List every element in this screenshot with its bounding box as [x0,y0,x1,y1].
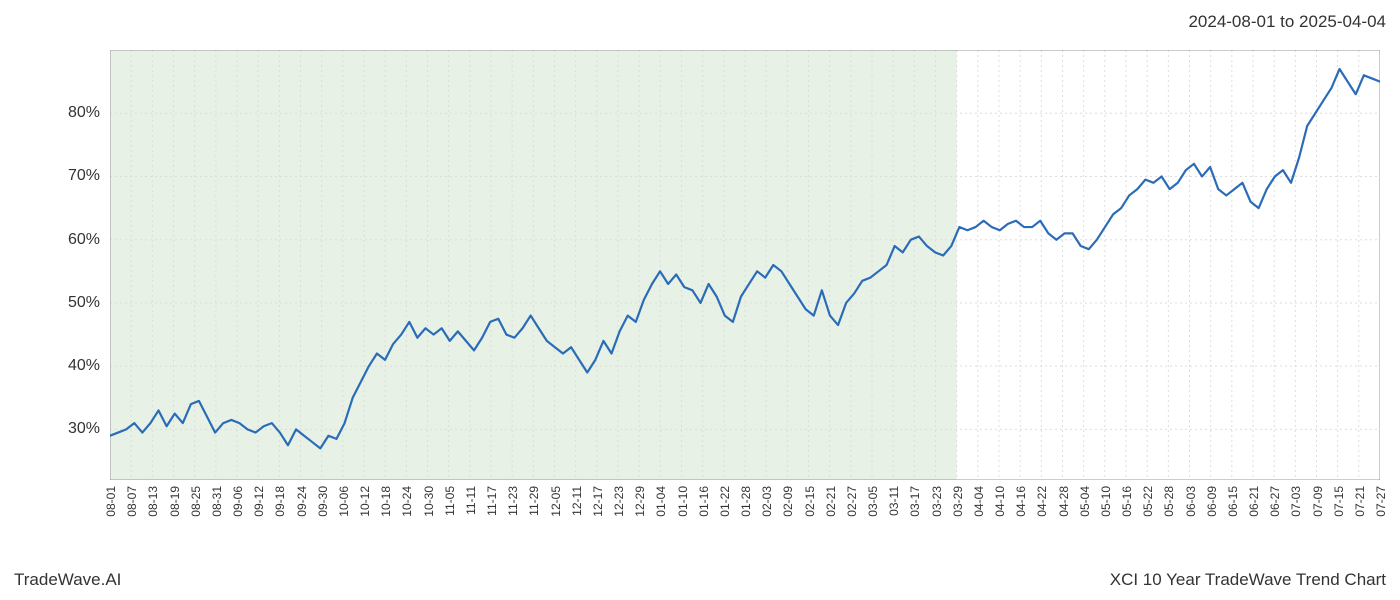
x-tick-label: 01-28 [739,486,753,517]
x-tick-label: 12-23 [612,486,626,517]
x-tick-label: 03-17 [908,486,922,517]
x-tick-label: 04-22 [1035,486,1049,517]
x-tick-label: 04-10 [993,486,1007,517]
x-tick-label: 07-27 [1374,486,1388,517]
x-tick-label: 01-10 [676,486,690,517]
y-tick-label: 80% [68,104,100,122]
x-tick-label: 09-12 [252,486,266,517]
x-tick-label: 11-29 [527,486,541,516]
x-tick-label: 08-13 [146,486,160,517]
x-tick-label: 06-21 [1247,486,1261,517]
x-tick-label: 07-15 [1332,486,1346,517]
x-tick-label: 02-03 [760,486,774,517]
x-tick-label: 03-29 [951,486,965,517]
y-tick-label: 30% [68,420,100,438]
y-tick-label: 70% [68,167,100,185]
x-tick-label: 02-21 [824,486,838,517]
x-tick-label: 04-16 [1014,486,1028,517]
x-tick-label: 09-06 [231,486,245,517]
x-tick-label: 08-25 [189,486,203,517]
chart-title: XCI 10 Year TradeWave Trend Chart [1110,570,1386,590]
x-tick-label: 11-23 [506,486,520,516]
x-tick-label: 03-23 [930,486,944,517]
x-tick-label: 06-15 [1226,486,1240,517]
x-tick-label: 05-22 [1141,486,1155,517]
x-tick-label: 01-22 [718,486,732,517]
x-tick-label: 08-19 [168,486,182,517]
x-tick-label: 02-27 [845,486,859,517]
x-tick-label: 04-28 [1057,486,1071,517]
y-tick-label: 60% [68,231,100,249]
x-tick-label: 05-10 [1099,486,1113,517]
x-tick-label: 06-09 [1205,486,1219,517]
x-tick-label: 12-11 [570,486,584,516]
x-tick-label: 09-30 [316,486,330,517]
x-tick-label: 06-03 [1184,486,1198,517]
x-tick-label: 03-11 [887,486,901,516]
x-tick-label: 08-31 [210,486,224,517]
x-tick-label: 07-03 [1289,486,1303,517]
x-tick-label: 04-04 [972,486,986,517]
x-tick-label: 10-18 [379,486,393,517]
x-tick-label: 01-04 [654,486,668,517]
x-tick-label: 12-29 [633,486,647,517]
x-tick-label: 08-01 [104,486,118,517]
x-tick-label: 10-12 [358,486,372,517]
x-tick-label: 05-16 [1120,486,1134,517]
x-tick-label: 10-30 [422,486,436,517]
x-tick-label: 09-18 [273,486,287,517]
x-tick-label: 09-24 [295,486,309,517]
x-tick-label: 01-16 [697,486,711,517]
x-tick-label: 10-24 [400,486,414,517]
x-tick-label: 07-09 [1311,486,1325,517]
x-tick-label: 12-17 [591,486,605,517]
brand-label: TradeWave.AI [14,570,121,590]
x-tick-label: 08-07 [125,486,139,517]
x-tick-label: 02-09 [781,486,795,517]
x-tick-label: 06-27 [1268,486,1282,517]
x-tick-label: 12-05 [549,486,563,517]
x-tick-label: 11-05 [443,486,457,516]
x-tick-label: 02-15 [803,486,817,517]
x-tick-label: 11-17 [485,486,499,516]
trend-chart [110,50,1380,480]
x-tick-label: 05-28 [1162,486,1176,517]
x-tick-label: 05-04 [1078,486,1092,517]
x-tick-label: 11-11 [464,486,478,515]
x-tick-label: 10-06 [337,486,351,517]
x-tick-label: 03-05 [866,486,880,517]
date-range-label: 2024-08-01 to 2025-04-04 [1188,12,1386,32]
y-tick-label: 50% [68,294,100,312]
x-tick-label: 07-21 [1353,486,1367,517]
y-tick-label: 40% [68,357,100,375]
